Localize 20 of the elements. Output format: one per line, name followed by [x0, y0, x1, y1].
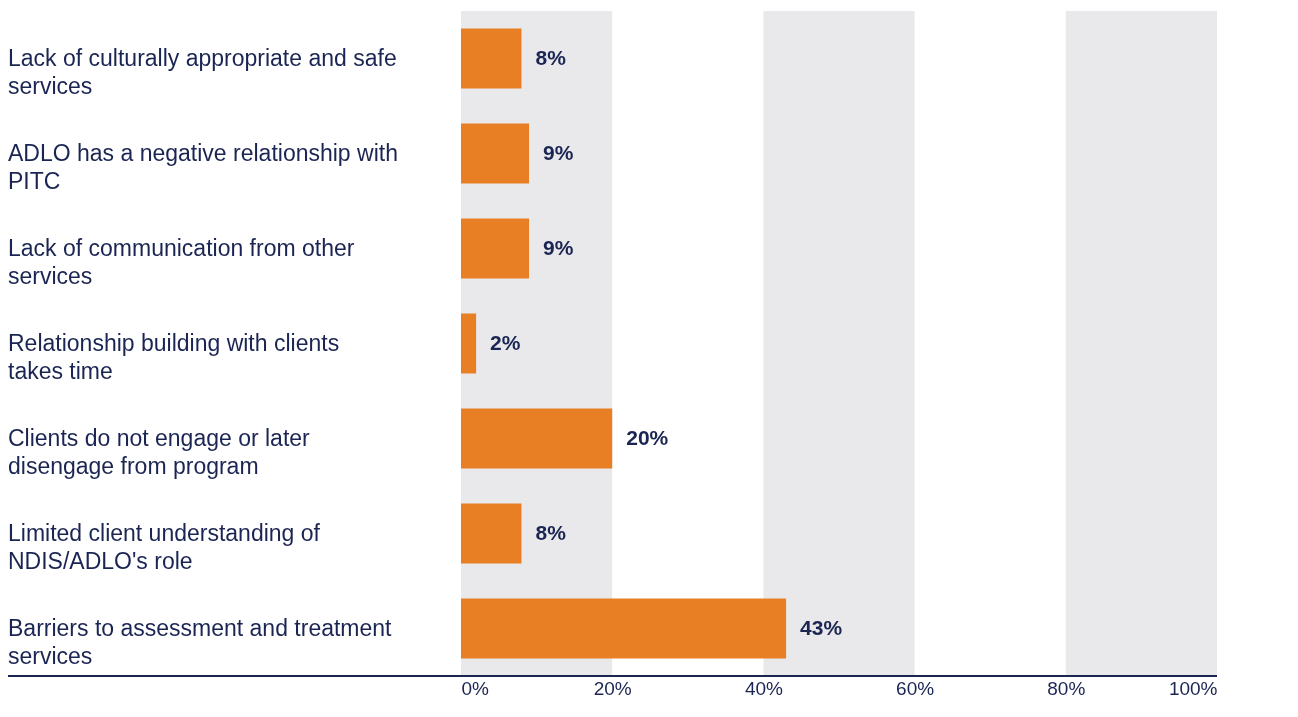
y-tick-label: Clients do not engage or later disengage from program: [8, 424, 311, 479]
x-tick-label: 40%: [744, 677, 784, 699]
data-label: 2%: [490, 330, 521, 354]
y-tick-label: Barriers to assessment and treatment services: [8, 614, 393, 669]
data-label: 8%: [535, 520, 567, 544]
data-label: 20%: [626, 425, 669, 449]
y-tick-label: Limited client understanding of NDIS/ADLO's role: [8, 519, 321, 574]
y-tick-label: Lack of communication from other services: [8, 234, 355, 289]
y-tick-label: Relationship building with clients takes time: [8, 329, 340, 384]
x-tick-label: 60%: [896, 677, 935, 699]
y-tick-label: Lack of culturally appropriate and safe services: [8, 44, 397, 99]
data-label: 8%: [535, 45, 567, 69]
data-label: 9%: [543, 235, 574, 259]
x-tick-label: 20%: [593, 677, 632, 699]
x-tick-label: 0%: [461, 677, 490, 699]
x-tick-label: 80%: [1047, 677, 1086, 699]
x-tick-label: 100%: [1168, 677, 1218, 699]
y-tick-label: ADLO has a negative relationship with PITC: [8, 139, 398, 194]
data-label: 43%: [800, 615, 843, 639]
data-label: 9%: [543, 140, 574, 164]
